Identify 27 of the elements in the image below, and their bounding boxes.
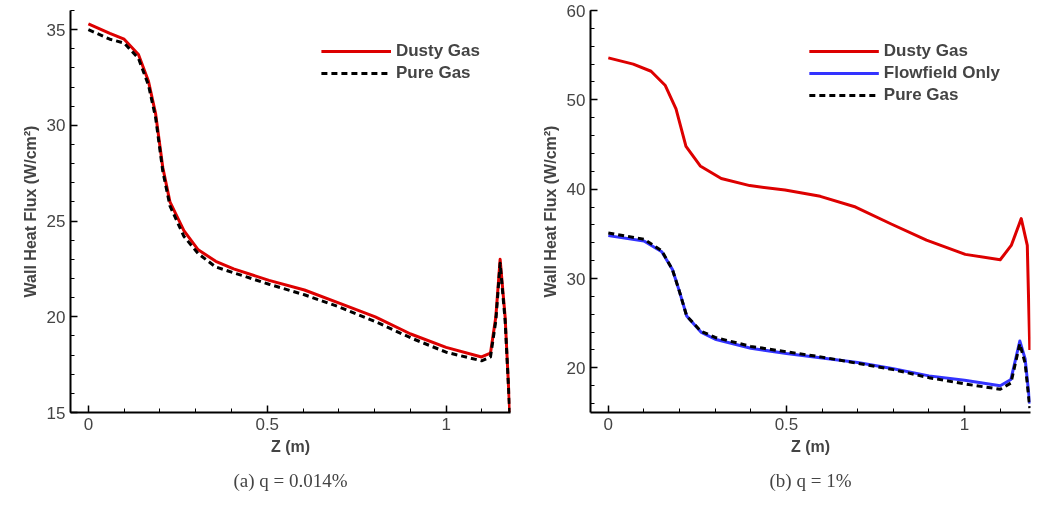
x-axis-title: Z (m) bbox=[790, 437, 831, 455]
x-tick-label: 0 bbox=[603, 414, 614, 434]
y-axis-title: Wall Heat Flux (W/cm²) bbox=[21, 125, 39, 298]
x-tick-label: 1 bbox=[959, 414, 970, 434]
x-tick-label: 0.5 bbox=[774, 414, 799, 434]
y-tick-label: 20 bbox=[566, 358, 586, 378]
y-axis-title: Wall Heat Flux (W/cm²) bbox=[541, 125, 559, 298]
legend-label: Dusty Gas bbox=[395, 40, 480, 62]
y-tick-label: 50 bbox=[566, 90, 586, 110]
y-tick-label: 20 bbox=[46, 307, 66, 327]
legend-label: Pure Gas bbox=[883, 84, 959, 106]
legend-label: Flowfield Only bbox=[883, 62, 1000, 84]
y-tick-label: 40 bbox=[566, 180, 586, 200]
legend-label: Pure Gas bbox=[395, 62, 471, 84]
y-tick-label: 30 bbox=[46, 116, 66, 136]
x-axis-title: Z (m) bbox=[270, 437, 311, 455]
y-tick-label: 25 bbox=[46, 212, 66, 232]
x-tick-label: 0 bbox=[83, 414, 94, 434]
x-tick-label: 1 bbox=[441, 414, 451, 434]
legend-label: Dusty Gas bbox=[883, 40, 968, 62]
text: (a) q = 0.014% bbox=[233, 469, 348, 492]
y-tick-label: 60 bbox=[566, 1, 586, 21]
y-tick-label: 30 bbox=[566, 269, 586, 289]
x-tick-label: 0.5 bbox=[255, 414, 280, 434]
text: (b) q = 1% bbox=[769, 469, 852, 492]
y-tick-label: 35 bbox=[46, 20, 66, 40]
y-tick-label: 15 bbox=[46, 403, 66, 423]
